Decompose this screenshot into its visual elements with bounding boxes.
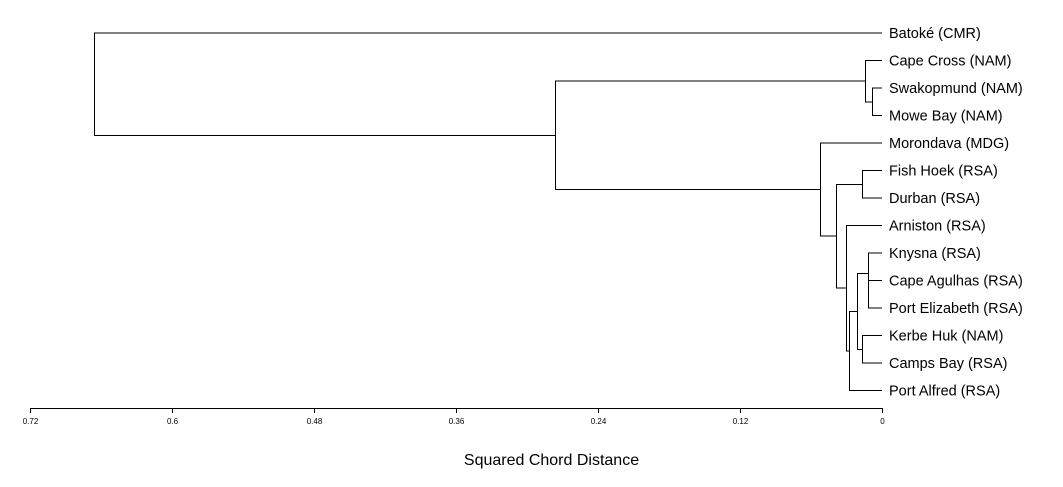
- branch-link: [872, 87, 882, 116]
- branch-link: [836, 183, 863, 289]
- x-axis-tick-label: 0.48: [307, 417, 323, 426]
- leaf-label: Port Alfred (RSA): [889, 384, 1000, 400]
- branch-link: [846, 225, 882, 352]
- leaf-label: Knysna (RSA): [889, 246, 981, 262]
- leaf-label: Swakopmund (NAM): [889, 81, 1023, 97]
- leaf-label: Mowe Bay (NAM): [889, 109, 1003, 125]
- leaf-label: Batoké (CMR): [889, 26, 981, 42]
- x-axis-tick-label: 0.72: [23, 417, 39, 426]
- branch-link: [849, 310, 882, 391]
- branch-link: [868, 280, 882, 309]
- branch-link: [862, 335, 882, 364]
- x-axis-tick-label: 0.6: [167, 417, 179, 426]
- leaf-label: Kerbe Huk (NAM): [889, 329, 1003, 345]
- branch-link: [865, 60, 882, 103]
- leaf-label: Cape Agulhas (RSA): [889, 274, 1023, 290]
- x-axis-tick-label: 0: [880, 417, 885, 426]
- x-axis-tick-label: 0.12: [733, 417, 749, 426]
- branch-link: [820, 142, 882, 237]
- leaf-label: Morondava (MDG): [889, 136, 1009, 152]
- leaf-label: Fish Hoek (RSA): [889, 164, 998, 180]
- x-axis-title: Squared Chord Distance: [463, 452, 640, 469]
- leaf-label: Port Elizabeth (RSA): [889, 301, 1023, 317]
- branch-link: [555, 80, 866, 191]
- branch-link: [862, 170, 882, 199]
- leaf-label: Durban (RSA): [889, 191, 980, 207]
- leaf-label: Arniston (RSA): [889, 219, 986, 235]
- x-axis-tick-label: 0.24: [591, 417, 607, 426]
- leaf-label: Camps Bay (RSA): [889, 356, 1007, 372]
- leaf-label: Cape Cross (NAM): [889, 54, 1011, 70]
- x-axis-tick-label: 0.36: [449, 417, 465, 426]
- branch-link: [94, 32, 882, 136]
- branch-link: [868, 252, 882, 295]
